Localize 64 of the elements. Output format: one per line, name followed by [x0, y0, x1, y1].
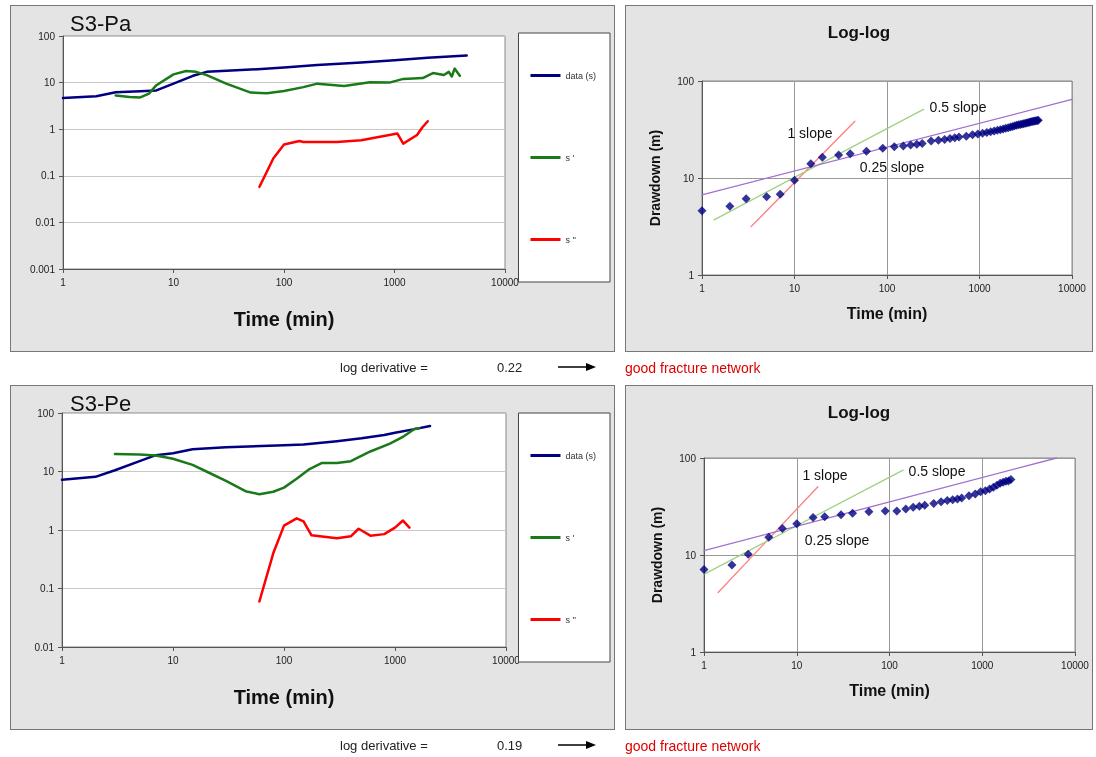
x-tick-label: 1000: [971, 659, 994, 671]
chart-title: S3-Pe: [70, 390, 132, 416]
y-tick-label: 0.01: [34, 641, 55, 653]
annotation: 0.5 slope: [929, 99, 987, 115]
text: log derivative =: [340, 360, 428, 375]
x-tick-label: 1: [699, 282, 706, 294]
x-tick-label: 10000: [491, 276, 520, 288]
y-tick-label: 0.001: [29, 263, 56, 275]
chart-title: Log-log: [827, 23, 891, 42]
text: good fracture network: [625, 738, 761, 754]
x-tick-label: 1: [701, 659, 708, 671]
x-tick-label: 10: [167, 276, 180, 288]
x-tick-label: 1000: [968, 282, 992, 294]
legend-label: s '': [565, 614, 577, 625]
y-tick-label: 100: [37, 407, 55, 419]
x-axis-title: Time (min): [849, 681, 930, 699]
x-tick-label: 1000: [383, 276, 407, 288]
annotation: 0.25 slope: [804, 532, 870, 548]
y-tick-label: 10: [43, 77, 56, 89]
x-tick-label: 1: [60, 276, 67, 288]
x-tick-label: 10000: [1061, 659, 1090, 671]
y-tick-label: 0.01: [35, 216, 56, 228]
y-axis-title: Drawdown (m): [649, 506, 665, 604]
text: 0.22: [497, 360, 523, 375]
y-tick-label: 1: [49, 123, 56, 135]
y-tick-label: 1: [48, 524, 55, 536]
x-tick-label: 10000: [492, 654, 521, 666]
x-tick-label: 1: [59, 654, 66, 666]
y-tick-label: 10: [684, 549, 697, 561]
y-tick-label: 100: [679, 452, 697, 464]
annotation: 1 slope: [802, 467, 848, 483]
x-tick-label: 10000: [1058, 282, 1087, 294]
text: good fracture network: [625, 360, 761, 376]
y-tick-label: 100: [677, 75, 695, 87]
legend-label: s ': [565, 152, 575, 163]
y-tick-label: 1: [690, 646, 697, 658]
chart-title: S3-Pa: [70, 10, 132, 36]
text: log derivative =: [340, 738, 428, 753]
x-tick-label: 100: [275, 654, 293, 666]
x-tick-label: 1000: [383, 654, 407, 666]
x-axis-title: Time (min): [846, 304, 928, 322]
x-tick-label: 100: [275, 276, 293, 288]
y-tick-label: 10: [42, 466, 55, 477]
text: 0.19: [497, 738, 523, 753]
annotation: 0.5 slope: [908, 463, 966, 479]
legend-label: data (s): [565, 450, 596, 461]
x-tick-label: 10: [788, 282, 801, 294]
y-tick-label: 100: [38, 30, 56, 42]
x-tick-label: 100: [881, 659, 899, 671]
y-tick-label: 0.1: [40, 583, 55, 594]
x-tick-label: 100: [878, 282, 896, 294]
x-axis-title: Time (min): [233, 308, 335, 330]
y-axis-title: Drawdown (m): [647, 129, 663, 227]
x-tick-label: 10: [791, 659, 803, 671]
legend-label: s '': [565, 234, 577, 245]
y-tick-label: 10: [682, 172, 695, 184]
x-axis-title: Time (min): [233, 686, 335, 708]
legend-label: s ': [565, 532, 575, 543]
chart-title: Log-log: [827, 403, 891, 422]
annotation: 1 slope: [787, 125, 833, 141]
y-tick-label: 0.1: [41, 170, 56, 182]
legend-label: data (s): [565, 70, 596, 81]
x-tick-label: 10: [167, 654, 179, 666]
annotation: 0.25 slope: [859, 159, 925, 175]
